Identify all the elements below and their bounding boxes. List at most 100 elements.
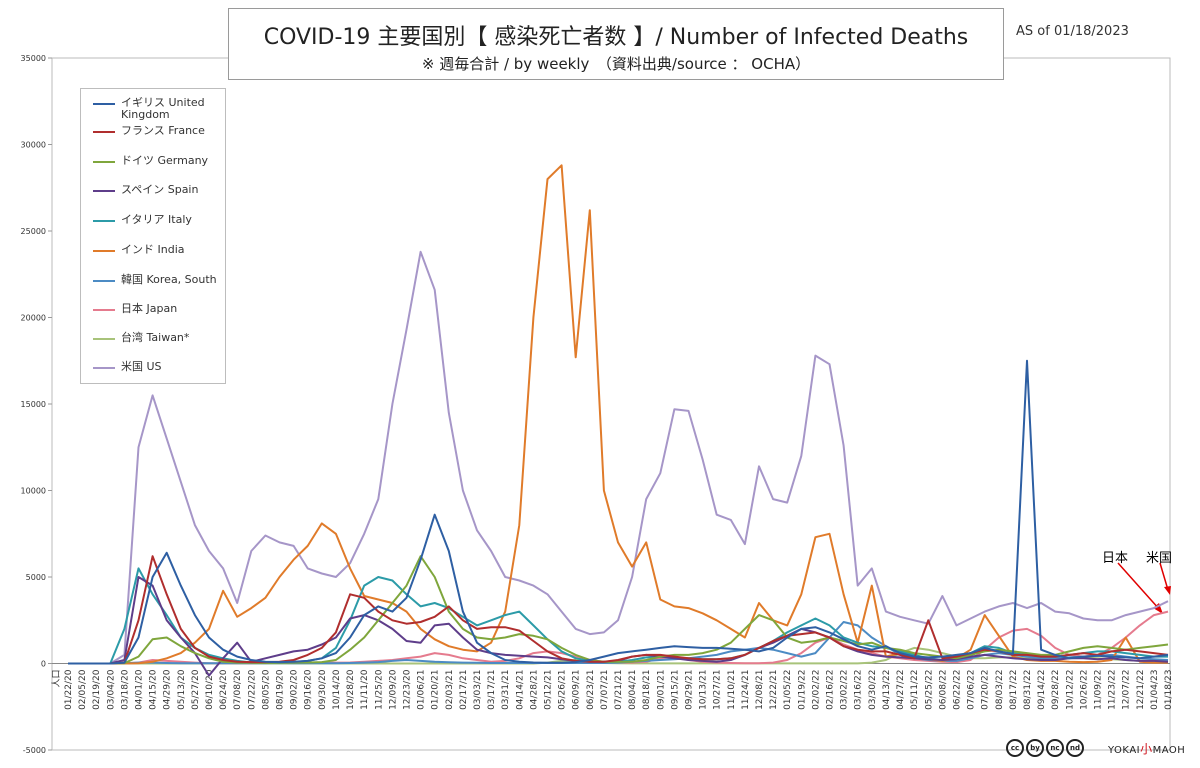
y-tick-label: 35000 bbox=[21, 54, 46, 63]
y-tick-label: 15000 bbox=[21, 400, 46, 409]
x-tick-label: 11/09/22 bbox=[1093, 670, 1103, 710]
chart-title: COVID-19 主要国別【 感染死亡者数 】/ Number of Infec… bbox=[263, 25, 969, 50]
legend-label: 日本 Japan bbox=[121, 302, 178, 315]
x-tick-label: 09/29/21 bbox=[685, 670, 695, 710]
x-tick-label: 10/12/22 bbox=[1065, 670, 1075, 710]
y-tick-label: 5000 bbox=[26, 573, 46, 582]
series-lines bbox=[68, 164, 1169, 677]
x-tick-label: 09/14/22 bbox=[1037, 670, 1047, 710]
x-tick-label: 04/14/21 bbox=[515, 670, 525, 710]
x-tick-label: 04/13/22 bbox=[882, 670, 892, 710]
x-tick-label: 09/30/20 bbox=[318, 669, 328, 710]
brand-text: YOKAI小MAOH bbox=[1108, 741, 1186, 756]
x-tick-label: 09/16/20 bbox=[304, 669, 314, 710]
x-tick-label: 10/14/20 bbox=[332, 669, 342, 710]
x-tick-label: 08/05/20 bbox=[261, 669, 271, 710]
x-tick-label: 02/16/22 bbox=[826, 670, 836, 710]
x-tick-label: 12/09/20 bbox=[388, 669, 398, 710]
x-tick-label: 06/10/20 bbox=[205, 669, 215, 710]
x-tick-label: 01/04/23 bbox=[1150, 670, 1160, 710]
legend-swatch bbox=[93, 190, 115, 192]
x-tick-label: 12/07/22 bbox=[1122, 670, 1132, 710]
x-tick-label: 04/27/22 bbox=[896, 670, 906, 710]
legend-swatch bbox=[93, 309, 115, 311]
x-tick-label: 07/22/20 bbox=[247, 669, 257, 710]
annotation-arrowhead-japan bbox=[1153, 603, 1163, 614]
y-tick-label: 20000 bbox=[21, 314, 46, 323]
cc-by-icon: by bbox=[1026, 739, 1044, 757]
legend-label: スペイン Spain bbox=[121, 183, 199, 196]
legend-label: 米国 US bbox=[121, 360, 162, 373]
legend-label: フランス France bbox=[121, 124, 205, 137]
legend: イギリス United Kingdom フランス France ドイツ German… bbox=[80, 88, 226, 384]
annotation-japan: 日本 bbox=[1102, 551, 1129, 566]
x-tick-label: 12/23/20 bbox=[402, 669, 412, 710]
legend-label: イタリア Italy bbox=[121, 213, 192, 226]
x-tick-label: 01/19/22 bbox=[797, 670, 807, 710]
x-tick-label: 03/31/21 bbox=[501, 670, 511, 710]
cc-nc-icon: nc bbox=[1046, 739, 1064, 757]
x-tick-label: 01/18/23 bbox=[1164, 670, 1174, 710]
y-tick-label: 10000 bbox=[21, 487, 46, 496]
x-tick-label: 12/08/21 bbox=[755, 670, 765, 710]
x-tick-label: 11/23/22 bbox=[1108, 670, 1118, 710]
chart-subtitle: ※ 週毎合計 / by weekly （資料出典/source ： OCHA） bbox=[421, 55, 811, 73]
x-tick-label: 03/30/22 bbox=[868, 670, 878, 710]
x-tick-label: 11/11/20 bbox=[360, 669, 370, 710]
legend-swatch bbox=[93, 220, 115, 222]
x-tick-label: 06/09/21 bbox=[572, 670, 582, 710]
x-tick-label: 07/07/21 bbox=[600, 670, 610, 710]
annotation-us: 米国 bbox=[1146, 551, 1173, 566]
x-tick-label: 12/21/22 bbox=[1136, 670, 1146, 710]
x-tick-label: 01/20/21 bbox=[431, 670, 441, 710]
x-tick-label: 02/05/20 bbox=[78, 669, 88, 710]
legend-label: インド India bbox=[121, 243, 185, 256]
x-tick-label: 11/10/21 bbox=[727, 670, 737, 710]
series-line-india bbox=[68, 164, 1168, 665]
x-tick-label: 02/17/21 bbox=[459, 670, 469, 710]
y-tick-label: 0 bbox=[41, 660, 46, 669]
x-tick-label: 04/15/20 bbox=[149, 669, 159, 710]
y-tick-label: -5000 bbox=[23, 746, 46, 755]
x-tick-label: 05/12/21 bbox=[543, 670, 553, 710]
x-tick-label: 10/13/21 bbox=[699, 670, 709, 710]
legend-swatch bbox=[93, 131, 115, 133]
x-tick-label: 12/22/21 bbox=[769, 670, 779, 710]
x-tick-label: 03/03/21 bbox=[473, 670, 483, 710]
x-tick-label: 05/27/20 bbox=[191, 669, 201, 710]
x-tick-label: 人口 bbox=[51, 670, 62, 688]
chart-title-box: COVID-19 主要国別【 感染死亡者数 】/ Number of Infec… bbox=[228, 8, 1004, 80]
x-tick-label: 01/22/20 bbox=[64, 669, 74, 710]
y-tick-label: 30000 bbox=[21, 141, 46, 150]
legend-label: 韓国 Korea, South bbox=[121, 273, 217, 286]
cc-nd-icon: nd bbox=[1066, 739, 1084, 757]
x-tick-label: 08/19/20 bbox=[276, 669, 286, 710]
y-tick-label: 25000 bbox=[21, 227, 46, 236]
as-of-date: AS of 01/18/2023 bbox=[1016, 24, 1129, 39]
x-tick-label: 07/06/22 bbox=[967, 670, 977, 710]
legend-swatch bbox=[93, 280, 115, 282]
x-tick-label: 05/26/21 bbox=[558, 670, 568, 710]
x-tick-label: 03/16/22 bbox=[854, 670, 864, 710]
x-tick-label: 01/05/22 bbox=[783, 670, 793, 710]
x-tick-label: 09/15/21 bbox=[670, 670, 680, 710]
x-tick-label: 08/31/22 bbox=[1023, 670, 1033, 710]
x-tick-label: 08/04/21 bbox=[628, 670, 638, 710]
x-tick-label: 03/18/20 bbox=[120, 669, 130, 710]
x-tick-label: 05/11/22 bbox=[910, 670, 920, 710]
annotation-arrow-japan bbox=[1117, 562, 1161, 611]
x-tick-label: 10/28/20 bbox=[346, 669, 356, 710]
x-tick-label: 03/17/21 bbox=[487, 670, 497, 710]
x-tick-label: 06/08/22 bbox=[938, 670, 948, 710]
x-tick-label: 07/08/20 bbox=[233, 669, 243, 710]
x-tick-label: 08/18/21 bbox=[642, 670, 652, 710]
x-tick-label: 07/20/22 bbox=[981, 670, 991, 710]
x-tick-label: 08/17/22 bbox=[1009, 670, 1019, 710]
x-tick-label: 06/24/20 bbox=[219, 669, 229, 710]
legend-swatch bbox=[93, 338, 115, 340]
x-tick-label: 10/26/22 bbox=[1079, 670, 1089, 710]
x-tick-label: 03/02/22 bbox=[840, 670, 850, 710]
x-tick-label: 05/13/20 bbox=[177, 669, 187, 710]
x-tick-label: 04/29/20 bbox=[163, 669, 173, 710]
